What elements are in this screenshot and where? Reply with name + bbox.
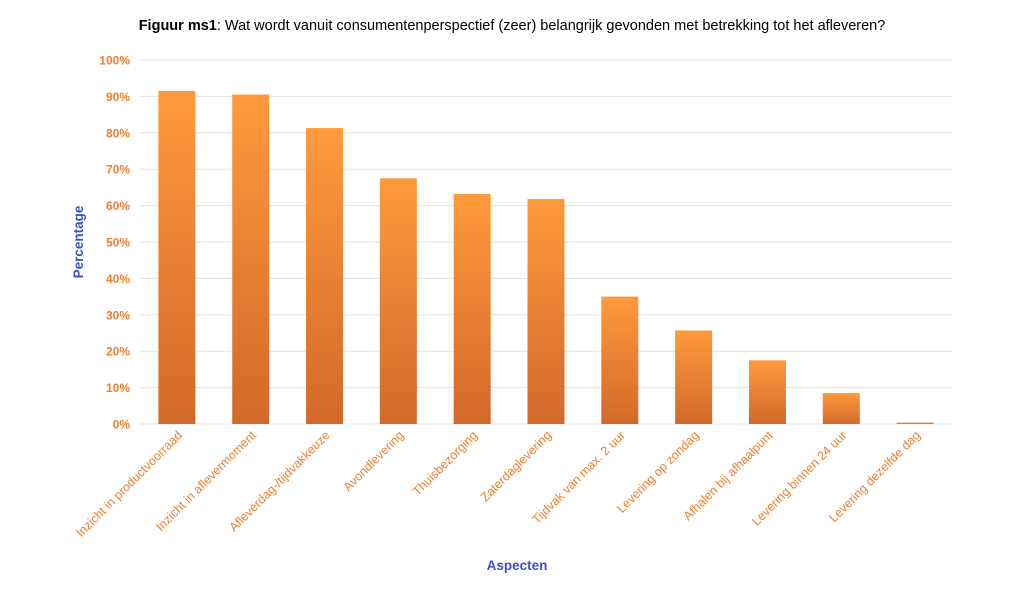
bar	[822, 393, 860, 424]
y-tick-label: 50%	[106, 236, 130, 250]
bar	[748, 360, 786, 424]
y-tick-label: 80%	[106, 126, 130, 140]
chart-title-text: : Wat wordt vanuit consumentenperspectie…	[216, 18, 886, 34]
y-axis-title: Percentage	[71, 205, 86, 278]
y-tick-label: 30%	[106, 308, 130, 322]
y-tick-label: 10%	[106, 381, 130, 395]
bar	[453, 193, 491, 424]
bar	[158, 90, 196, 424]
y-tick-label: 0%	[113, 418, 131, 432]
x-tick-label: Levering op zondag	[614, 428, 702, 516]
bar	[527, 199, 565, 424]
bar	[306, 128, 344, 424]
chart-title-prefix: Figuur ms1	[138, 18, 217, 34]
x-tick-label: Avondlevering	[341, 428, 407, 494]
bar	[379, 178, 417, 424]
bars	[158, 90, 934, 424]
x-tick-label: Thuisbezorging	[410, 428, 480, 498]
y-tick-label: 60%	[106, 199, 130, 213]
bar	[675, 330, 713, 424]
bar	[896, 422, 934, 424]
bar	[232, 94, 270, 424]
y-tick-label: 40%	[106, 272, 130, 286]
bar	[601, 296, 639, 424]
y-tick-label: 90%	[106, 90, 130, 104]
y-tick-label: 100%	[99, 54, 130, 68]
y-tick-label: 70%	[106, 163, 130, 177]
chart-title: Figuur ms1: Wat wordt vanuit consumenten…	[0, 18, 1024, 34]
y-tick-label: 20%	[106, 345, 130, 359]
x-axis-title: Aspecten	[487, 558, 548, 573]
y-tick-labels: 0% 10% 20% 30% 40% 50% 60% 70% 80% 90% 100%	[99, 54, 130, 432]
x-tick-label: Zaterdaglevering	[478, 428, 554, 504]
